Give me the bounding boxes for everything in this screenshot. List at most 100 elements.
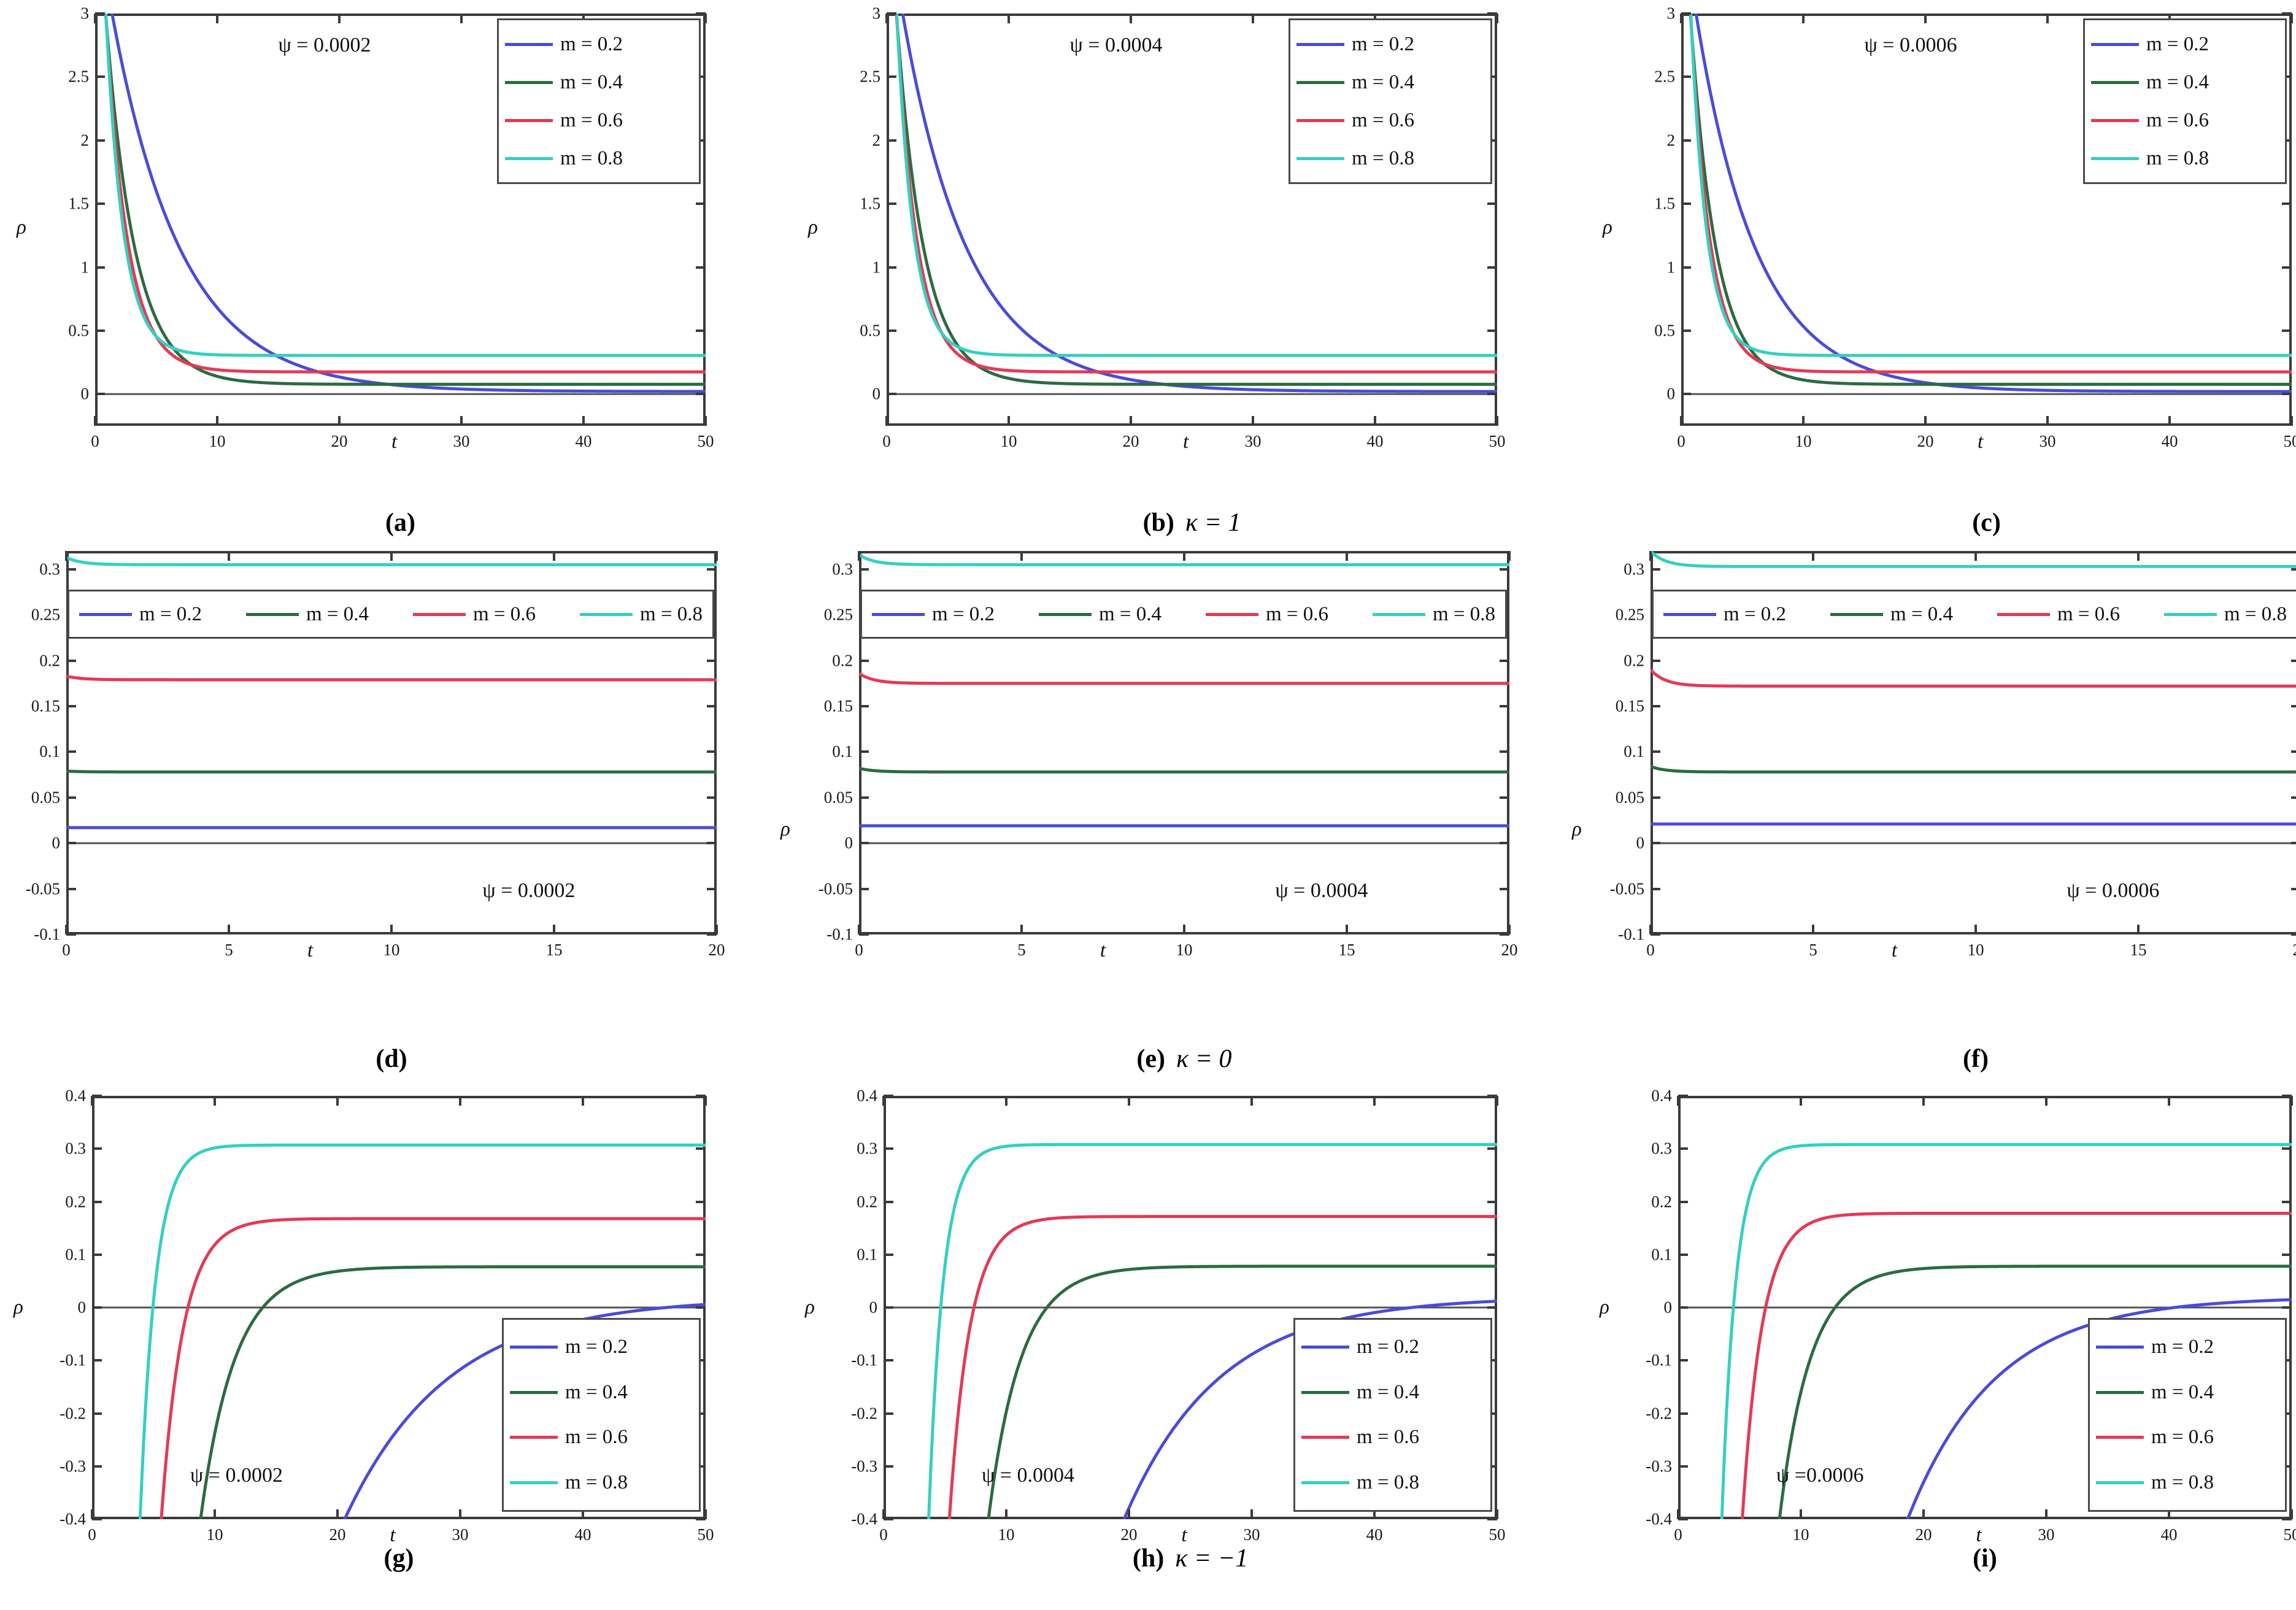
ytick-label: -0.1	[1618, 925, 1644, 944]
panel-caption-c: (c)	[1972, 509, 2001, 537]
legend-swatch-m02	[505, 42, 553, 46]
ytick-mark	[1678, 1306, 1688, 1309]
legend-d[interactable]: m = 0.2 m = 0.4 m = 0.6 m = 0.8	[67, 590, 714, 639]
legend-item-m08[interactable]: m = 0.8	[2163, 603, 2287, 626]
legend-item-m04[interactable]: m = 0.4	[2091, 71, 2279, 94]
legend-item-m06[interactable]: m = 0.6	[1205, 603, 1328, 626]
legend-item-m08[interactable]: m = 0.8	[510, 1471, 693, 1494]
legend-label: m = 0.2	[2151, 1336, 2214, 1358]
ytick-mark	[1681, 266, 1691, 269]
legend-item-m02[interactable]: m = 0.2	[1296, 33, 1484, 56]
psi-annotation-f: ψ = 0.0006	[2067, 879, 2160, 902]
legend-swatch-m08	[2163, 612, 2217, 616]
legend-item-m06[interactable]: m = 0.6	[2091, 109, 2279, 132]
ytick-mark	[1651, 842, 1660, 845]
legend-item-m04[interactable]: m = 0.4	[2096, 1381, 2279, 1404]
legend-item-m04[interactable]: m = 0.4	[1830, 603, 1953, 626]
legend-label: m = 0.2	[1357, 1336, 1420, 1358]
xtick-label: 50	[1489, 432, 1506, 450]
legend-item-m02[interactable]: m = 0.2	[1663, 603, 1786, 626]
legend-item-m04[interactable]: m = 0.4	[1301, 1381, 1484, 1404]
legend-item-m02[interactable]: m = 0.2	[1301, 1336, 1484, 1358]
legend-g[interactable]: m = 0.2 m = 0.4 m = 0.6 m = 0.8	[502, 1318, 701, 1512]
ytick-mark-right	[707, 842, 717, 845]
xtick-label: 30	[453, 432, 470, 450]
ytick-mark	[884, 1306, 893, 1309]
legend-item-m02[interactable]: m = 0.2	[79, 603, 202, 626]
legend-c[interactable]: m = 0.2 m = 0.4 m = 0.6 m = 0.8	[2083, 18, 2287, 184]
legend-item-m06[interactable]: m = 0.6	[1296, 109, 1484, 132]
curve-m06	[160, 1217, 706, 1519]
ytick-label: 1.5	[68, 194, 89, 213]
legend-i[interactable]: m = 0.2 m = 0.4 m = 0.6 m = 0.8	[2088, 1318, 2287, 1512]
xtick-label: 50	[697, 1525, 714, 1544]
xtick-label: 0	[1646, 941, 1655, 959]
legend-item-m08[interactable]: m = 0.8	[505, 147, 693, 170]
legend-swatch-m06	[1997, 612, 2050, 616]
legend-h[interactable]: m = 0.2 m = 0.4 m = 0.6 m = 0.8	[1293, 1318, 1492, 1512]
ytick-mark-right	[696, 1147, 706, 1150]
legend-item-m06[interactable]: m = 0.6	[1997, 603, 2120, 626]
ytick-mark	[887, 12, 896, 15]
ytick-mark-right	[1487, 202, 1497, 206]
legend-item-m02[interactable]: m = 0.2	[2091, 33, 2279, 56]
ytick-mark-right	[1500, 750, 1509, 753]
legend-item-m02[interactable]: m = 0.2	[872, 603, 995, 626]
legend-item-m08[interactable]: m = 0.8	[2096, 1471, 2279, 1494]
xtick-mark	[459, 1509, 461, 1519]
legend-item-m04[interactable]: m = 0.4	[1038, 603, 1161, 626]
curve-m04	[1651, 765, 2296, 774]
ytick-mark-right	[2291, 796, 2296, 799]
legend-item-m08[interactable]: m = 0.8	[579, 603, 703, 626]
legend-e[interactable]: m = 0.2 m = 0.4 m = 0.6 m = 0.8	[860, 590, 1507, 639]
panel-caption-e: (e) κ = 0	[1136, 1044, 1231, 1074]
legend-label: m = 0.4	[306, 603, 369, 625]
legend-item-m04[interactable]: m = 0.4	[1296, 71, 1484, 94]
ytick-mark-right	[2291, 842, 2296, 845]
legend-item-m06[interactable]: m = 0.6	[510, 1426, 693, 1449]
xtick-mark-top	[1508, 551, 1511, 561]
xtick-label: 20	[2293, 941, 2296, 960]
ytick-mark	[887, 266, 896, 269]
legend-swatch-m02	[872, 612, 925, 616]
xtick-mark-top	[338, 13, 341, 23]
ytick-mark-right	[2282, 1147, 2292, 1150]
ytick-label: 0.25	[1615, 605, 1644, 624]
legend-item-m08[interactable]: m = 0.8	[1301, 1471, 1484, 1494]
legend-item-m08[interactable]: m = 0.8	[2091, 147, 2279, 170]
legend-item-m04[interactable]: m = 0.4	[245, 603, 369, 626]
ytick-label: -0.4	[1646, 1509, 1672, 1528]
ytick-label: 0.5	[68, 321, 89, 340]
ytick-mark	[884, 1518, 893, 1520]
legend-b[interactable]: m = 0.2 m = 0.4 m = 0.6 m = 0.8	[1289, 18, 1492, 184]
ytick-mark	[1678, 1095, 1688, 1097]
legend-item-m08[interactable]: m = 0.8	[1296, 147, 1484, 170]
legend-item-m04[interactable]: m = 0.4	[505, 71, 693, 94]
x-axis-label-h: t	[1181, 1524, 1187, 1546]
legend-f[interactable]: m = 0.2 m = 0.4 m = 0.6 m = 0.8	[1652, 590, 2296, 639]
legend-item-m08[interactable]: m = 0.8	[1372, 603, 1495, 626]
legend-item-m06[interactable]: m = 0.6	[505, 109, 693, 132]
legend-label: m = 0.8	[1357, 1471, 1420, 1493]
legend-item-m06[interactable]: m = 0.6	[1301, 1426, 1484, 1449]
legend-item-m06[interactable]: m = 0.6	[2096, 1426, 2279, 1449]
legend-item-m04[interactable]: m = 0.4	[510, 1381, 693, 1404]
legend-item-m06[interactable]: m = 0.6	[412, 603, 536, 626]
legend-swatch-m04	[1038, 612, 1092, 616]
curve-layer-e	[859, 553, 1509, 844]
legend-item-m02[interactable]: m = 0.2	[510, 1336, 693, 1358]
ytick-mark-right	[1487, 12, 1497, 15]
ytick-mark-right	[2282, 329, 2292, 332]
xtick-mark	[65, 925, 67, 934]
psi-annotation-c: ψ = 0.0006	[1864, 34, 1957, 56]
ytick-label: 2.5	[860, 67, 880, 86]
legend-label: m = 0.2	[932, 603, 995, 625]
legend-label: m = 0.8	[639, 603, 703, 625]
legend-a[interactable]: m = 0.2 m = 0.4 m = 0.6 m = 0.8	[497, 18, 701, 184]
xtick-mark-top	[858, 551, 860, 561]
xtick-mark	[704, 416, 707, 426]
legend-item-m02[interactable]: m = 0.2	[2096, 1336, 2279, 1358]
ytick-mark	[1678, 1359, 1688, 1362]
legend-item-m02[interactable]: m = 0.2	[505, 33, 693, 56]
xtick-label: 0	[882, 432, 891, 450]
